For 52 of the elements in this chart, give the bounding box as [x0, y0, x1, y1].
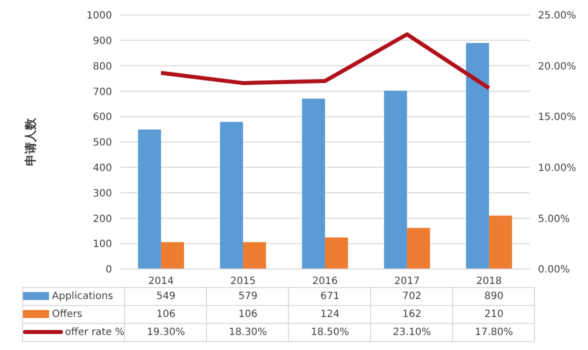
x-tick-label: 2016: [312, 276, 338, 288]
data-label: 124: [288, 306, 371, 324]
x-tick-label: 2018: [476, 276, 502, 288]
y-tick-label: 200: [92, 214, 112, 225]
y-tick-label: 500: [92, 138, 112, 149]
y2-tick-label: 25.00%: [538, 10, 576, 22]
y-tick-label: 1000: [86, 10, 112, 22]
y-tick-label: 100: [92, 239, 112, 250]
data-label: 18.50%: [288, 324, 371, 342]
y2-tick-label: 5.00%: [538, 214, 570, 225]
y2-tick-label: 10.00%: [538, 162, 576, 174]
data-label: 19.30%: [124, 324, 207, 342]
data-label: 210: [452, 306, 535, 324]
bar: [220, 122, 244, 269]
legend-label: Offers: [52, 309, 82, 320]
data-label: 890: [452, 288, 535, 306]
bar: [138, 130, 162, 269]
bar: [243, 242, 266, 269]
bar: [384, 90, 408, 269]
y-tick-label: 700: [92, 86, 112, 98]
bar: [325, 238, 348, 269]
y-tick-label: 600: [92, 112, 112, 124]
data-label: 18.30%: [206, 324, 289, 342]
bar: [161, 242, 184, 269]
x-tick-label: 2015: [230, 276, 256, 288]
data-label: 106: [124, 306, 207, 324]
data-label: 579: [206, 288, 289, 306]
y-tick-label: 400: [92, 162, 112, 174]
y-axis-title: 申请人数: [23, 117, 38, 166]
legend-label: offer rate %: [65, 327, 124, 338]
bar: [407, 228, 430, 269]
y2-tick-label: 0.00%: [538, 264, 570, 276]
data-label: 106: [206, 306, 289, 324]
data-label: 702: [370, 288, 453, 306]
legend-label: Applications: [52, 291, 114, 302]
data-label: 162: [370, 306, 453, 324]
bar: [302, 98, 326, 269]
y-tick-label: 300: [92, 188, 112, 200]
data-label: 549: [124, 288, 207, 306]
y-tick-label: 800: [92, 61, 112, 72]
x-tick-label: 2014: [148, 276, 174, 288]
data-label: 17.80%: [452, 324, 535, 342]
y2-tick-label: 20.00%: [538, 61, 576, 72]
y-tick-label: 900: [92, 36, 112, 47]
y2-tick-label: 15.00%: [538, 112, 576, 124]
line-series: [159, 32, 491, 90]
bar: [489, 216, 512, 269]
data-label: 23.10%: [370, 324, 453, 342]
data-label: 671: [288, 288, 371, 306]
x-tick-label: 2017: [394, 276, 420, 288]
bar: [466, 42, 490, 269]
y-tick-label: 0: [106, 264, 112, 276]
